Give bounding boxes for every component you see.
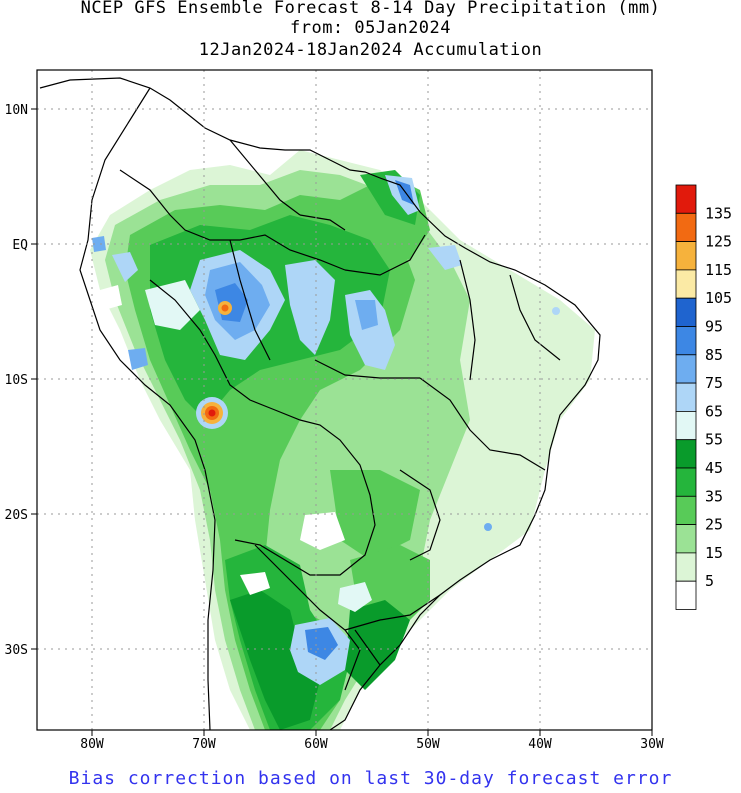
lon-label-60w: 60W — [304, 737, 328, 752]
legend-swatch — [675, 212, 697, 243]
legend-label: 65 — [705, 402, 723, 420]
country-borders — [39, 77, 601, 730]
accumulation-period: 12Jan2024-18Jan2024 Accumulation — [198, 40, 543, 60]
legend-label: 55 — [705, 431, 723, 449]
legend-label: 85 — [705, 346, 723, 364]
legend-label: 45 — [705, 459, 723, 477]
axis-ticks — [31, 108, 653, 736]
map-frame — [36, 69, 653, 731]
lon-label-80w: 80W — [80, 737, 104, 752]
legend-swatch — [675, 524, 697, 554]
legend-label: 115 — [705, 261, 732, 279]
graticule — [37, 70, 652, 730]
legend-swatch — [675, 382, 697, 412]
legend-swatch — [675, 552, 697, 582]
legend-swatch — [675, 467, 697, 497]
legend-label: 75 — [705, 374, 723, 392]
legend-swatch — [675, 326, 697, 356]
legend-swatch — [675, 297, 697, 327]
legend-label: 105 — [705, 289, 732, 307]
legend-label: 15 — [705, 544, 723, 562]
lat-label-10n: 10N — [5, 103, 28, 118]
lon-label-70w: 70W — [192, 737, 216, 752]
lat-label-10s: 10S — [5, 373, 28, 388]
legend-swatch — [675, 410, 697, 441]
lon-label-40w: 40W — [528, 737, 552, 752]
map-title: NCEP GFS Ensemble Forecast 8-14 Day Prec… — [80, 0, 661, 18]
legend-swatch — [675, 184, 697, 214]
lat-label-30s: 30S — [5, 643, 28, 658]
legend-swatch — [675, 354, 697, 384]
lat-label-eq: EQ — [12, 238, 28, 253]
legend-label: 95 — [705, 318, 723, 336]
legend-swatch — [675, 495, 697, 525]
legend-swatch — [675, 269, 697, 299]
lon-label-50w: 50W — [416, 737, 440, 752]
lon-label-30w: 30W — [640, 737, 664, 752]
forecast-issue-date: from: 05Jan2024 — [289, 18, 452, 38]
lat-label-20s: 20S — [5, 508, 28, 523]
legend-swatch — [675, 439, 697, 469]
legend-swatch — [675, 241, 697, 271]
legend-swatch — [675, 580, 697, 610]
legend-label: 5 — [705, 572, 714, 590]
legend-label: 35 — [705, 487, 723, 505]
precipitation-legend: 135 125 115 105 95 85 75 65 55 45 35 25 15 5 — [675, 184, 732, 610]
legend-label: 25 — [705, 516, 723, 534]
bias-correction-note: Bias correction based on last 30-day for… — [68, 768, 673, 789]
legend-label: 135 — [705, 204, 732, 222]
legend-label: 125 — [705, 233, 732, 251]
